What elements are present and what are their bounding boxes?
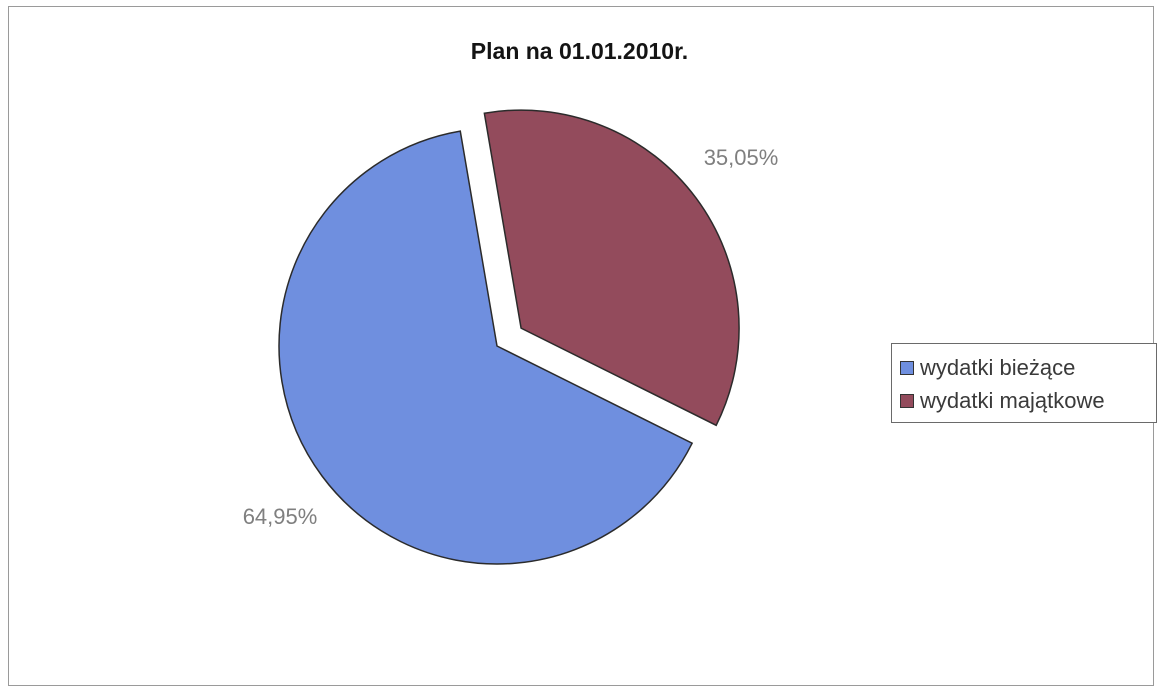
data-label-wydatki-biezace: 64,95% — [243, 504, 318, 529]
legend-label-wydatki-biezace: wydatki bieżące — [920, 354, 1076, 380]
pie-slice-wydatki-majatkowe — [483, 109, 740, 427]
chart-title: Plan na 01.01.2010r. — [470, 38, 689, 64]
legend-item-wydatki-majatkowe: wydatki majątkowe — [892, 384, 1156, 417]
legend-swatch-wydatki-majatkowe — [900, 393, 914, 408]
legend-swatch-wydatki-biezace — [900, 360, 914, 375]
legend: wydatki bieżące wydatki majątkowe — [891, 343, 1157, 423]
data-label-wydatki-majatkowe: 35,05% — [704, 145, 779, 170]
legend-item-wydatki-biezace: wydatki bieżące — [892, 351, 1156, 384]
pie-slice-wydatki-biezace — [278, 130, 694, 565]
legend-label-wydatki-majatkowe: wydatki majątkowe — [920, 387, 1105, 413]
